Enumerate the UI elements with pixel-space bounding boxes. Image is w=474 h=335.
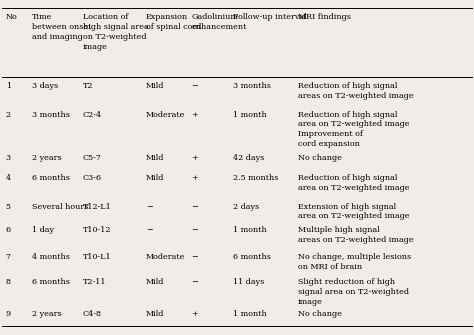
Text: 3 days: 3 days xyxy=(32,82,58,90)
Text: Extension of high signal
area on T2-weighted image: Extension of high signal area on T2-weig… xyxy=(298,203,409,220)
Text: Reduction of high signal
area on T2-weighted image
Improvement of
cord expansion: Reduction of high signal area on T2-weig… xyxy=(298,111,409,148)
Text: 7: 7 xyxy=(6,253,11,261)
Text: MRI findings: MRI findings xyxy=(298,13,351,21)
Text: Slight reduction of high
signal area on T2-weighted
image: Slight reduction of high signal area on … xyxy=(298,278,409,306)
Text: 2.5 months: 2.5 months xyxy=(233,174,279,182)
Text: 8: 8 xyxy=(6,278,11,286)
Text: Gadolinium
enhancement: Gadolinium enhancement xyxy=(191,13,247,31)
Text: Location of
high signal area
on T2-weighted
image: Location of high signal area on T2-weigh… xyxy=(83,13,149,51)
Text: C2-4: C2-4 xyxy=(83,111,102,119)
Text: +: + xyxy=(191,310,198,318)
Text: 9: 9 xyxy=(6,310,11,318)
Text: 42 days: 42 days xyxy=(233,154,264,162)
Text: Follow-up interval: Follow-up interval xyxy=(233,13,307,21)
Text: Time
between onset
and imaging: Time between onset and imaging xyxy=(32,13,91,41)
Text: 2: 2 xyxy=(6,111,11,119)
Text: T10-L1: T10-L1 xyxy=(83,253,111,261)
Text: 3: 3 xyxy=(6,154,11,162)
Text: +: + xyxy=(191,174,198,182)
Text: T10-12: T10-12 xyxy=(83,226,111,234)
Text: T2-11: T2-11 xyxy=(83,278,107,286)
Text: 11 days: 11 days xyxy=(233,278,264,286)
Text: −: − xyxy=(191,226,198,234)
Text: Several hours: Several hours xyxy=(32,203,89,211)
Text: 3 months: 3 months xyxy=(32,111,70,119)
Text: Mild: Mild xyxy=(146,154,164,162)
Text: Mild: Mild xyxy=(146,310,164,318)
Text: T12-L1: T12-L1 xyxy=(83,203,112,211)
Text: 4 months: 4 months xyxy=(32,253,70,261)
Text: 3 months: 3 months xyxy=(233,82,271,90)
Text: Multiple high signal
areas on T2-weighted image: Multiple high signal areas on T2-weighte… xyxy=(298,226,413,244)
Text: 5: 5 xyxy=(6,203,11,211)
Text: Reduction of high signal
area on T2-weighted image: Reduction of high signal area on T2-weig… xyxy=(298,174,409,192)
Text: −: − xyxy=(146,203,153,211)
Text: 1 day: 1 day xyxy=(32,226,54,234)
Text: 1 month: 1 month xyxy=(233,226,267,234)
Text: C4-8: C4-8 xyxy=(83,310,102,318)
Text: Reduction of high signal
areas on T2-weighted image: Reduction of high signal areas on T2-wei… xyxy=(298,82,413,100)
Text: −: − xyxy=(191,278,198,286)
Text: No change: No change xyxy=(298,154,342,162)
Text: 6 months: 6 months xyxy=(233,253,271,261)
Text: 6 months: 6 months xyxy=(32,174,70,182)
Text: Moderate: Moderate xyxy=(146,111,185,119)
Text: 1 month: 1 month xyxy=(233,310,267,318)
Text: Mild: Mild xyxy=(146,278,164,286)
Text: −: − xyxy=(146,226,153,234)
Text: 2 years: 2 years xyxy=(32,154,62,162)
Text: −: − xyxy=(191,82,198,90)
Text: C5-7: C5-7 xyxy=(83,154,102,162)
Text: T2: T2 xyxy=(83,82,93,90)
Text: Expansion
of spinal cord: Expansion of spinal cord xyxy=(146,13,201,31)
Text: 4: 4 xyxy=(6,174,11,182)
Text: No change, multiple lesions
on MRI of brain: No change, multiple lesions on MRI of br… xyxy=(298,253,411,271)
Text: 1: 1 xyxy=(6,82,11,90)
Text: 6 months: 6 months xyxy=(32,278,70,286)
Text: Mild: Mild xyxy=(146,174,164,182)
Text: −: − xyxy=(191,253,198,261)
Text: No: No xyxy=(6,13,18,21)
Text: 2 years: 2 years xyxy=(32,310,62,318)
Text: Moderate: Moderate xyxy=(146,253,185,261)
Text: C3-6: C3-6 xyxy=(83,174,102,182)
Text: +: + xyxy=(191,154,198,162)
Text: 1 month: 1 month xyxy=(233,111,267,119)
Text: −: − xyxy=(191,203,198,211)
Text: 2 days: 2 days xyxy=(233,203,259,211)
Text: +: + xyxy=(191,111,198,119)
Text: 6: 6 xyxy=(6,226,11,234)
Text: Mild: Mild xyxy=(146,82,164,90)
Text: No change: No change xyxy=(298,310,342,318)
